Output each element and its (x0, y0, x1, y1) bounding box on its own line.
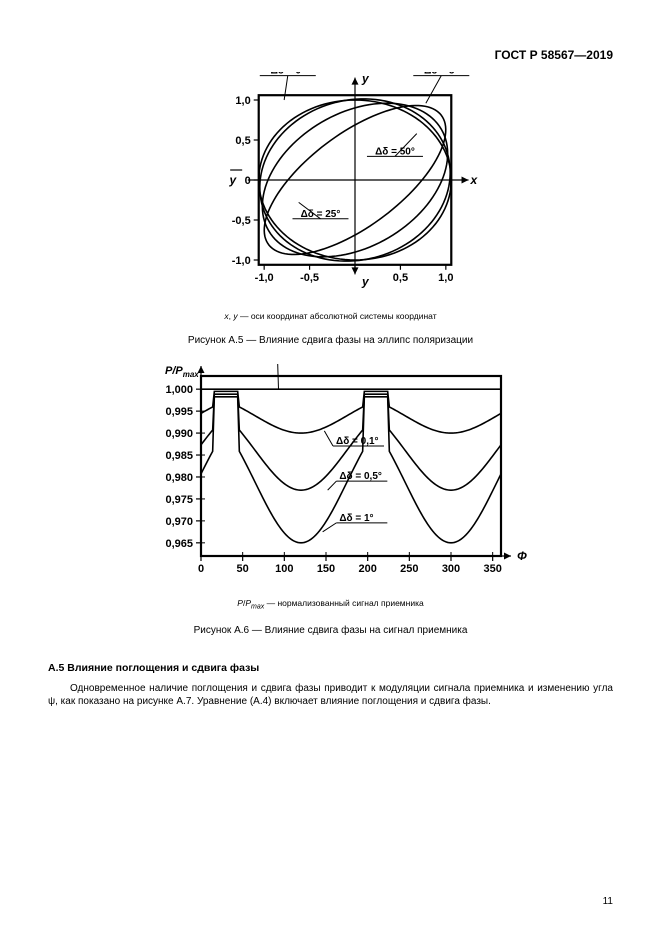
svg-text:0,970: 0,970 (165, 516, 193, 528)
svg-text:0,5: 0,5 (392, 272, 407, 284)
svg-text:200: 200 (358, 563, 376, 575)
page: ГОСТ Р 58567—2019 -1,0 -0,5 0,5 1,0 -1,0 -0,5… (0, 0, 661, 935)
svg-text:0,990: 0,990 (165, 428, 193, 440)
svg-text:0,980: 0,980 (165, 472, 193, 484)
svg-text:-0,5: -0,5 (300, 272, 319, 284)
svg-text:0: 0 (197, 563, 203, 575)
svg-text:350: 350 (483, 563, 501, 575)
figure-a6-note: P/Pmax — нормализованный сигнал приемник… (237, 598, 423, 611)
figure-a6-chart: 0 50 100 150 200 250 300 350 0,965 0,970 0,975 0,98… (131, 364, 531, 594)
figure-a6-block: 0 50 100 150 200 250 300 350 0,965 0,970 0,975 0,98… (48, 364, 613, 636)
svg-text:0,985: 0,985 (165, 450, 193, 462)
svg-text:250: 250 (400, 563, 418, 575)
figure-a5-caption: Рисунок А.5 — Влияние сдвига фазы на элл… (188, 335, 473, 346)
svg-text:1,0: 1,0 (235, 95, 250, 107)
svg-text:1,000: 1,000 (165, 384, 193, 396)
svg-text:0,965: 0,965 (165, 538, 193, 550)
svg-text:Δδ = 0,5°: Δδ = 0,5° (339, 471, 382, 482)
figure-a5-block: -1,0-0,50,51,0-1,0-0,500,51,0xyyyΔδ = 0°… (48, 72, 613, 346)
svg-text:150: 150 (316, 563, 334, 575)
svg-text:0,975: 0,975 (165, 494, 193, 506)
svg-text:-1,0: -1,0 (231, 255, 250, 267)
figure-a5-chart: -1,0-0,50,51,0-1,0-0,500,51,0xyyyΔδ = 0°… (176, 72, 486, 307)
svg-text:y: y (228, 173, 237, 187)
section-a5-heading: А.5 Влияние поглощения и сдвига фазы (48, 662, 613, 674)
svg-text:1,0: 1,0 (438, 272, 453, 284)
figure-a5-note: x, y — оси координат абсолютной системы … (224, 311, 436, 321)
svg-text:0,995: 0,995 (165, 406, 193, 418)
page-number: 11 (603, 896, 613, 907)
svg-text:-0,5: -0,5 (231, 215, 250, 227)
figure-a6-caption: Рисунок А.6 — Влияние сдвига фазы на сиг… (194, 625, 468, 636)
svg-text:100: 100 (275, 563, 293, 575)
svg-text:y: y (361, 72, 370, 86)
svg-text:Δδ = 1°: Δδ = 1° (339, 513, 373, 524)
svg-text:P/Pmax: P/Pmax (165, 365, 199, 379)
svg-text:0: 0 (244, 175, 250, 187)
svg-text:Δδ = 25°: Δδ = 25° (300, 209, 340, 220)
section-a5-body: Одновременное наличие поглощения и сдвиг… (48, 682, 613, 709)
svg-text:0,5: 0,5 (235, 135, 250, 147)
svg-text:Δδ = 0,1°: Δδ = 0,1° (336, 436, 379, 447)
doc-code: ГОСТ Р 58567—2019 (48, 48, 613, 62)
svg-text:-1,0: -1,0 (254, 272, 273, 284)
svg-text:x: x (469, 173, 478, 187)
svg-text:50: 50 (236, 563, 248, 575)
svg-text:300: 300 (441, 563, 459, 575)
svg-text:y: y (361, 274, 370, 288)
svg-text:Φ: Φ (517, 549, 527, 563)
